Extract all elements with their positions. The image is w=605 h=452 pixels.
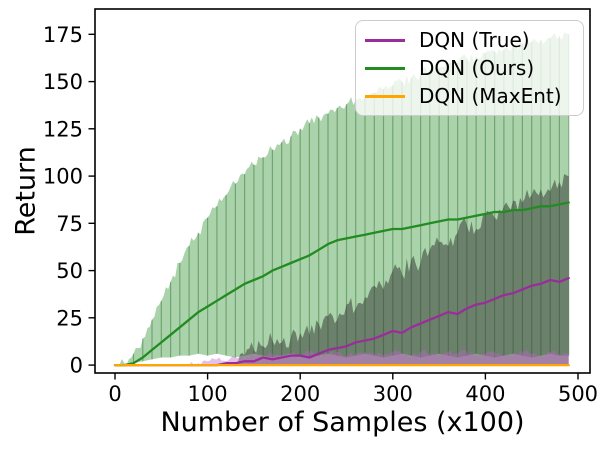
y-tick-label: 50 xyxy=(56,259,83,283)
x-tick-label: 400 xyxy=(465,382,505,406)
legend-label-dqn-true: DQN (True) xyxy=(419,28,530,52)
band-dqn-true-range xyxy=(235,174,569,366)
x-tick-label: 500 xyxy=(558,382,598,406)
x-tick-label: 0 xyxy=(108,382,121,406)
x-tick-label: 100 xyxy=(188,382,228,406)
y-tick-label: 150 xyxy=(43,70,83,94)
legend: DQN (True) DQN (Ours) DQN (MaxEnt) xyxy=(355,20,584,116)
legend-line-dqn-ours xyxy=(365,66,405,70)
legend-item-dqn-maxent: DQN (MaxEnt) xyxy=(365,85,574,107)
y-tick-label: 175 xyxy=(43,23,83,47)
y-tick-label: 75 xyxy=(56,212,83,236)
x-axis-label: Number of Samples (x100) xyxy=(160,407,525,438)
legend-label-dqn-ours: DQN (Ours) xyxy=(419,56,535,80)
legend-line-dqn-maxent xyxy=(365,94,405,98)
y-tick-label: 100 xyxy=(43,165,83,189)
line-dqn-ours- xyxy=(113,201,570,367)
y-tick-label: 25 xyxy=(56,306,83,330)
axes-spines xyxy=(94,8,591,374)
x-tick-label: 200 xyxy=(280,382,320,406)
y-tick-label: 125 xyxy=(43,117,83,141)
legend-item-dqn-true: DQN (True) xyxy=(365,29,574,51)
legend-item-dqn-ours: DQN (Ours) xyxy=(365,57,574,79)
x-tick-label: 300 xyxy=(373,382,413,406)
y-axis-label: Return xyxy=(10,146,42,236)
legend-label-dqn-maxent: DQN (MaxEnt) xyxy=(419,84,562,108)
legend-line-dqn-true xyxy=(365,38,405,42)
band-dqn-true-inner-range xyxy=(189,349,569,366)
y-tick-label: 0 xyxy=(70,354,83,378)
